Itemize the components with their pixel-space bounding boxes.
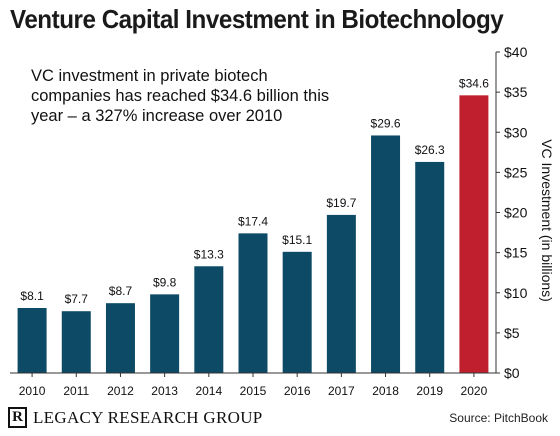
y-axis-ticks: $0 $5 $10 $15 $20 $25 $30 $35 $40 [496, 44, 528, 381]
source-note: Source: PitchBook [449, 411, 548, 425]
y-tick-label-40: $40 [504, 44, 528, 60]
x-tick-label-2020: 2020 [461, 384, 488, 398]
bar-value-label-2019: $26.3 [415, 143, 445, 157]
x-tick-label-2014: 2014 [195, 384, 222, 398]
bar-value-label-2012: $8.7 [109, 284, 133, 298]
bars-layer [17, 95, 489, 374]
y-tick-label-0: $0 [504, 365, 520, 381]
x-tick-label-2011: 2011 [63, 384, 89, 398]
bar-2014 [194, 266, 224, 373]
y-axis-title: VC Investment (in billions) [539, 139, 555, 302]
chart-title: Venture Capital Investment in Biotechnol… [10, 4, 504, 34]
logo-mark-icon: R [8, 407, 27, 428]
bar-2020 [459, 95, 489, 374]
y-tick-label-25: $25 [504, 164, 528, 180]
bar-value-label-2017: $19.7 [326, 196, 356, 210]
bar-2011 [61, 311, 91, 373]
logo-text: LEGACY RESEARCH GROUP [33, 407, 263, 427]
y-tick-label-20: $20 [504, 205, 528, 221]
x-tick-label-2015: 2015 [240, 384, 267, 398]
y-tick-label-30: $30 [504, 124, 528, 140]
chart-annotation: VC investment in private biotech compani… [31, 67, 330, 125]
bar-value-label-2020: $34.6 [459, 76, 489, 90]
bar-2015 [238, 233, 268, 373]
x-tick-label-2017: 2017 [328, 384, 355, 398]
bar-2012 [105, 303, 135, 373]
x-tick-label-2012: 2012 [107, 384, 134, 398]
bar-value-label-2014: $13.3 [194, 247, 224, 261]
y-tick-label-15: $15 [504, 245, 528, 261]
bar-labels-layer: $8.1 $7.7 $8.7 $9.8 $13.3 $17.4 $15.1 $19.7 $29.… [20, 76, 489, 306]
y-tick-label-10: $10 [504, 285, 528, 301]
bar-2019 [415, 161, 445, 373]
bar-2010 [17, 307, 47, 373]
y-tick-label-5: $5 [504, 325, 520, 341]
y-tick-label-35: $35 [504, 84, 528, 100]
bar-value-label-2011: $7.7 [65, 292, 89, 306]
x-tick-label-2013: 2013 [151, 384, 178, 398]
x-tick-label-2016: 2016 [284, 384, 311, 398]
bar-value-label-2010: $8.1 [20, 289, 44, 303]
bar-2016 [282, 251, 312, 373]
bar-value-label-2018: $29.6 [371, 116, 401, 130]
bar-value-label-2016: $15.1 [282, 233, 312, 247]
bar-2018 [371, 135, 401, 373]
brand-logo: R LEGACY RESEARCH GROUP [8, 407, 263, 428]
x-axis-ticks: 2010 2011 2012 2013 2014 2015 2016 2017 2018 2019… [19, 373, 488, 398]
x-tick-label-2019: 2019 [416, 384, 443, 398]
x-tick-label-2010: 2010 [19, 384, 46, 398]
bar-2013 [150, 294, 180, 373]
x-tick-label-2018: 2018 [372, 384, 399, 398]
bar-2017 [326, 214, 356, 373]
bar-value-label-2015: $17.4 [238, 214, 268, 228]
bar-value-label-2013: $9.8 [153, 275, 177, 289]
